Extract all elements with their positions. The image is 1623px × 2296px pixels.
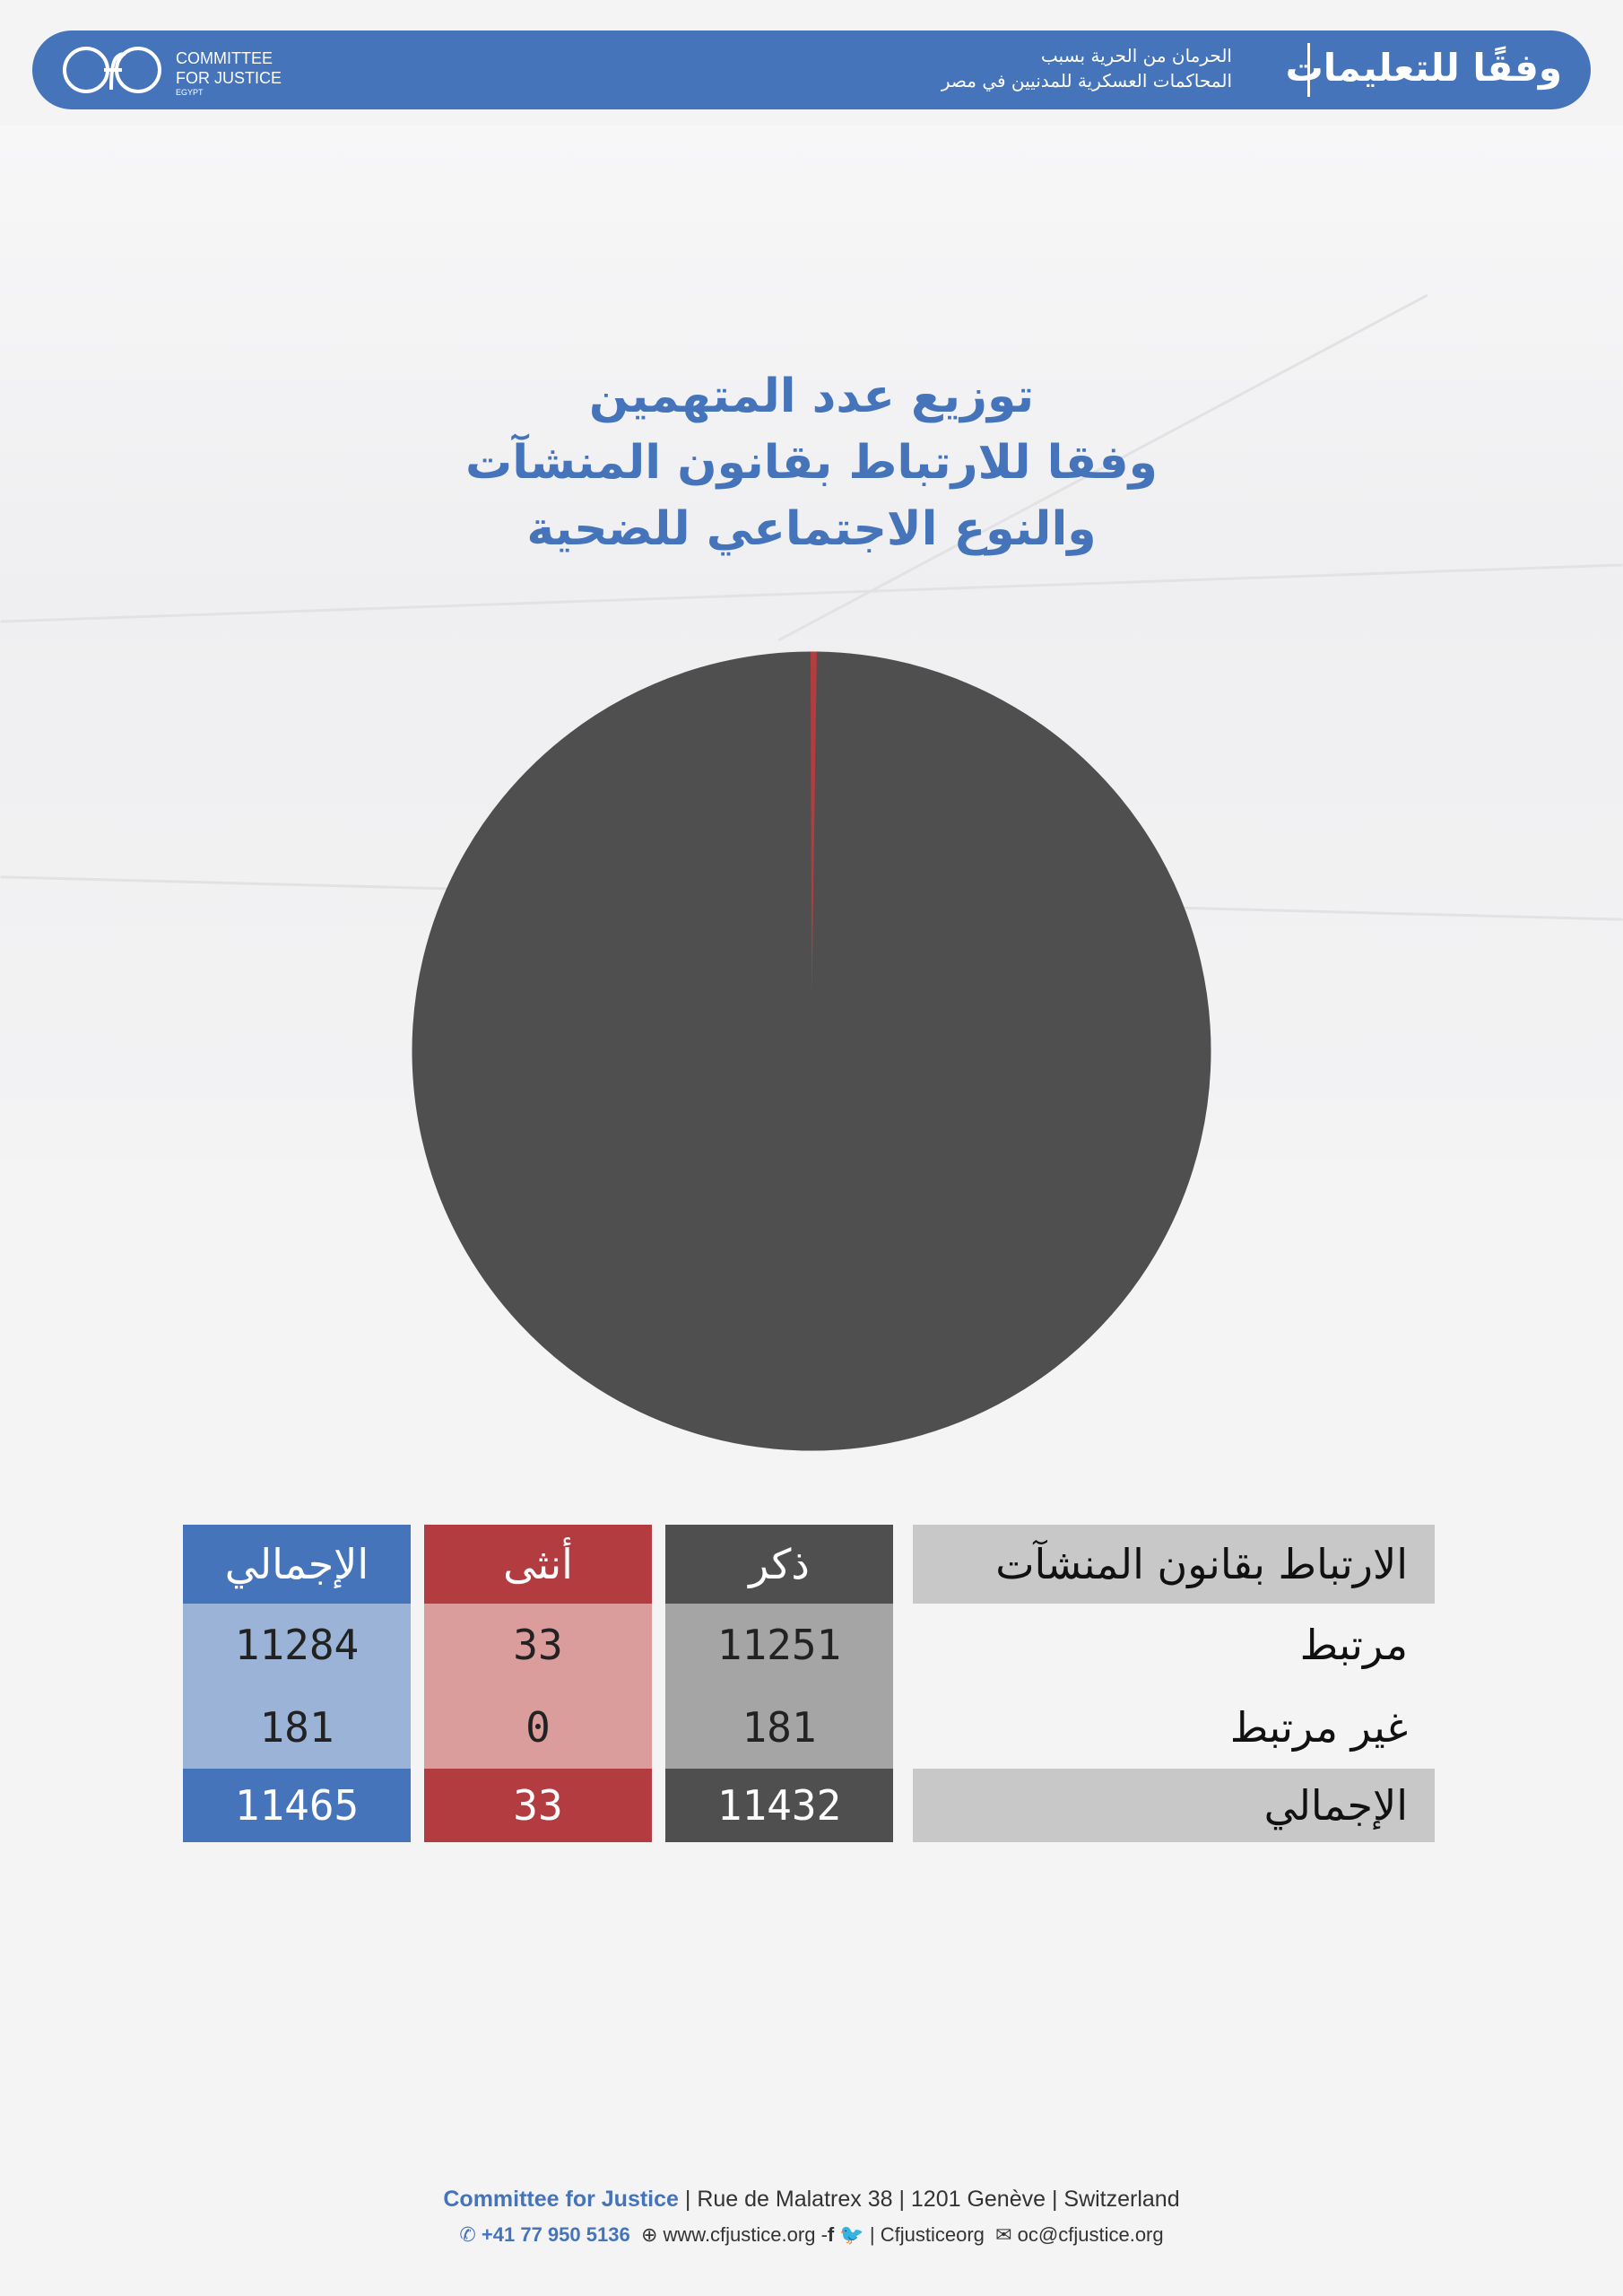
banner-subtitle-line-2: المحاكمات العسكرية للمدنيين في مصر: [941, 70, 1232, 91]
logo-line-1: COMMITTEE: [176, 49, 273, 67]
logo-wordmark: COMMITTEE FOR JUSTICE EGYPT: [176, 48, 282, 97]
mail-icon: ✉: [995, 2223, 1012, 2246]
twitter-icon[interactable]: 🐦: [839, 2223, 864, 2246]
footer: Committee for Justice | Rue de Malatrex …: [0, 2181, 1623, 2253]
table-total-female: 33: [424, 1769, 652, 1842]
chart-title-line-3: والنوع الاجتماعي للضحية: [526, 502, 1097, 556]
table-header-male: ذكر: [665, 1525, 893, 1604]
table-total-total: 11465: [183, 1769, 411, 1842]
banner-title: وفقًا للتعليمات: [1285, 46, 1562, 90]
banner-subtitle-line-1: الحرمان من الحرية بسبب: [1040, 45, 1232, 66]
footer-email[interactable]: oc@cfjustice.org: [1017, 2223, 1164, 2246]
phone-icon: ✆: [459, 2223, 476, 2246]
table-cell-female: 0: [424, 1686, 652, 1769]
header-banner: COMMITTEE FOR JUSTICE EGYPT الحرمان من ا…: [32, 30, 1591, 109]
globe-icon: ⊕: [640, 2223, 658, 2246]
table-cell-male: 181: [665, 1686, 893, 1769]
footer-address-line: Committee for Justice | Rue de Malatrex …: [0, 2181, 1623, 2217]
footer-contact-line: ✆ +41 77 950 5136 ⊕ www.cfjustice.org -f…: [459, 2223, 1164, 2246]
footer-phone: +41 77 950 5136: [481, 2223, 630, 2246]
footer-address: | Rue de Malatrex 38 | 1201 Genève | Swi…: [678, 2187, 1180, 2212]
table-cell-total: 11284: [183, 1604, 411, 1686]
table-header-category: الارتباط بقانون المنشآت: [913, 1525, 1435, 1604]
table-cell-female: 33: [424, 1604, 652, 1686]
table-total-label: الإجمالي: [913, 1769, 1435, 1842]
footer-website[interactable]: www.cfjustice.org: [663, 2223, 816, 2246]
banner-subtitle: الحرمان من الحرية بسبب المحاكمات العسكري…: [942, 43, 1232, 93]
banner-divider: [1307, 43, 1310, 97]
pie-slice-male: [412, 651, 1211, 1451]
table-cell-total: 181: [183, 1686, 411, 1769]
footer-social[interactable]: Cfjusticeorg: [880, 2223, 985, 2246]
facebook-icon[interactable]: f: [827, 2223, 835, 2246]
table-row-label: غير مرتبط: [1229, 1703, 1408, 1752]
footer-org: Committee for Justice: [443, 2187, 679, 2212]
logo-line-3: EGYPT: [176, 88, 204, 97]
cfj-logo-icon: [63, 47, 161, 93]
logo-line-2: FOR JUSTICE: [176, 69, 282, 87]
table-row-label: مرتبط: [1299, 1621, 1408, 1669]
table-cell-male: 11251: [665, 1604, 893, 1686]
chart-title-line-2: وفقا للارتباط بقانون المنشآت: [465, 436, 1158, 490]
pie-chart: [412, 651, 1211, 1451]
chart-title-line-1: توزيع عدد المتهمين: [588, 370, 1035, 423]
table-header-female: أنثى: [424, 1525, 652, 1604]
table-total-male: 11432: [665, 1769, 893, 1842]
table-header-total: الإجمالي: [183, 1525, 411, 1604]
chart-title: توزيع عدد المتهمين وفقا للارتباط بقانون …: [363, 363, 1260, 562]
